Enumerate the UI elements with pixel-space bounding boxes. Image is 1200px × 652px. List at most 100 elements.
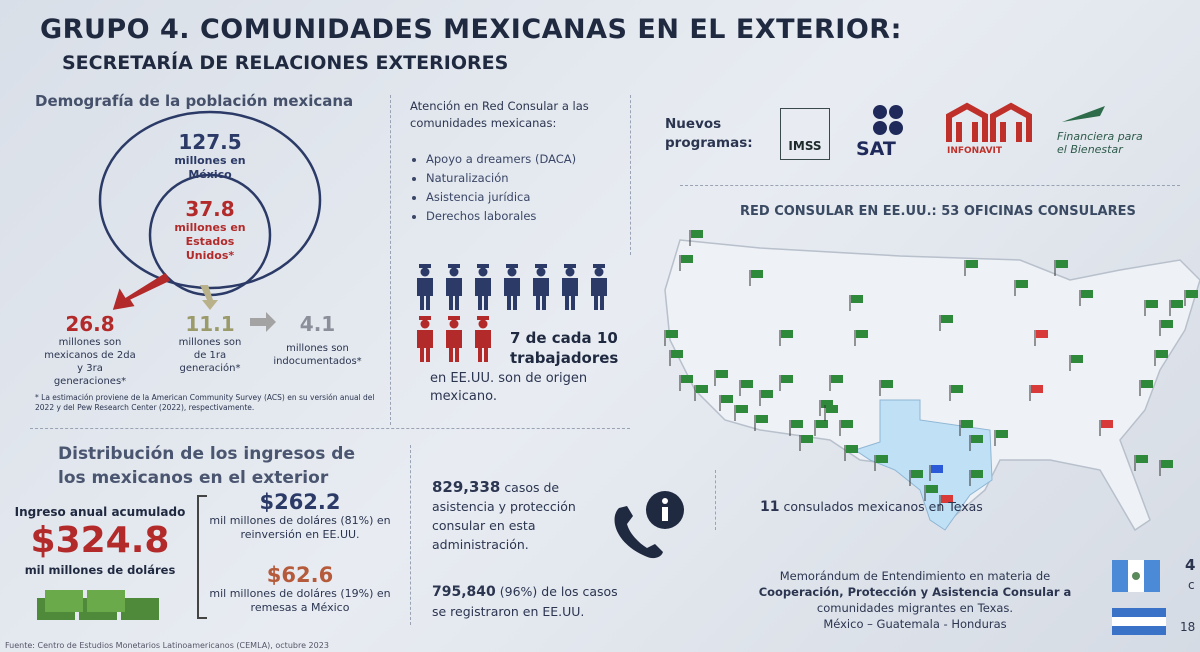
footnote: * La estimación proviene de la American …: [35, 393, 375, 412]
texas-info: 11 consulados mexicanos en Texas: [760, 498, 983, 516]
arrow: [200, 285, 218, 310]
consulate-flag: [721, 395, 733, 403]
logo-financiera: Financiera para el Bienestar: [1057, 130, 1143, 156]
item-value: $62.6: [266, 563, 334, 587]
worker-body: [562, 278, 578, 310]
consulate-flag: [826, 405, 838, 413]
consulate-flag: [966, 260, 978, 268]
source: Fuente: Centro de Estudios Monetarios La…: [5, 641, 329, 650]
worker-body: [533, 278, 549, 310]
demography-graphic: [98, 110, 322, 332]
worker-head: [449, 267, 459, 277]
worker-head: [594, 267, 604, 277]
worker-hat: [419, 316, 431, 320]
consulate-flag: [961, 420, 973, 428]
memo: Memorándum de Entendimiento en materia d…: [755, 568, 1075, 632]
consulate-flag: [876, 455, 888, 463]
worker-head: [420, 319, 430, 329]
consulate-flag: [716, 370, 728, 378]
us-label: millones en Estados Unidos*: [174, 221, 246, 262]
consulate-flag: [931, 465, 943, 473]
phone-icon: [614, 491, 684, 559]
consulate-flag: [1031, 385, 1043, 393]
worker-icons: [417, 264, 607, 362]
service-list: Apoyo a dreamers (DACA) Naturalización A…: [412, 150, 576, 226]
logo-infonavit: INFONAVIT: [947, 146, 1003, 156]
worker-hat: [477, 264, 489, 268]
item-value: 4.1: [299, 312, 336, 336]
worker-hat: [564, 264, 576, 268]
arrow: [250, 312, 276, 332]
worker-hat: [506, 264, 518, 268]
consulate-flag: [1101, 420, 1113, 428]
consulate-flag: [821, 400, 833, 408]
consulate-flag: [1141, 380, 1153, 388]
cases-value: 829,338: [432, 478, 501, 496]
consulate-flag: [1171, 300, 1183, 308]
service: Apoyo a dreamers (DACA): [426, 150, 576, 169]
consulate-flag: [1071, 355, 1083, 363]
logo-sat: SAT: [856, 138, 896, 160]
service: Derechos laborales: [426, 207, 576, 226]
worker-body: [504, 278, 520, 310]
worker-body: [417, 278, 433, 310]
item-label: mil millones de doláres (19%) en remesas…: [209, 587, 391, 614]
item-label: millones son mexicanos de 2da y 3ra gene…: [44, 337, 136, 387]
consulate-flag: [781, 330, 793, 338]
consulate-flag: [1146, 300, 1158, 308]
total-value: 127.5: [178, 130, 242, 154]
item-value: 26.8: [65, 312, 115, 336]
annual-value: $324.8: [30, 520, 170, 561]
workers-stat: 7 de cada 10 trabajadores: [510, 329, 619, 367]
separator: [390, 95, 391, 425]
edge-text: c: [1188, 578, 1195, 592]
separator: [410, 445, 411, 625]
total-label: millones en México: [174, 154, 246, 181]
separator: [715, 470, 716, 530]
arrow: [112, 272, 171, 310]
financiera-icon: [1062, 106, 1105, 122]
logo-imss: IMSS: [780, 108, 830, 160]
worker-body: [475, 278, 491, 310]
consulate-flag: [816, 420, 828, 428]
consulate-flag: [851, 295, 863, 303]
annual-unit: mil millones de doláres: [24, 563, 176, 577]
worker-head: [420, 267, 430, 277]
item-value: $262.2: [259, 490, 341, 514]
service: Naturalización: [426, 169, 576, 188]
consulate-flag: [1161, 320, 1173, 328]
worker-body: [446, 278, 462, 310]
cases-block: 795,840 (96%) de los casos se registraro…: [432, 582, 632, 622]
edge-text: 18: [1180, 620, 1196, 634]
cases-value: 795,840: [432, 584, 496, 600]
consulate-flag: [741, 380, 753, 388]
texas-label: consulados mexicanos en Texas: [783, 499, 983, 514]
consulate-flag: [841, 420, 853, 428]
item-label: mil millones de doláres (81%) en reinver…: [209, 514, 391, 541]
section-title: Demografía de la población mexicana: [35, 92, 354, 110]
consulate-flag: [1056, 260, 1068, 268]
workers-text: en EE.UU. son de origen mexicano.: [430, 371, 588, 404]
consulate-flag: [691, 230, 703, 238]
infonavit-icon: [946, 102, 1032, 142]
consulate-flag: [1016, 280, 1028, 288]
worker-head: [565, 267, 575, 277]
worker-hat: [477, 316, 489, 320]
consulate-flag: [696, 385, 708, 393]
cases-block: 829,338 casos de asistencia y protección…: [432, 478, 602, 554]
worker-body: [475, 330, 491, 362]
consulate-flag: [1186, 290, 1198, 298]
consulate-flag: [781, 375, 793, 383]
flags: [1112, 560, 1166, 635]
worker-hat: [593, 264, 605, 268]
cases-text: casos de asistencia y protección consula…: [432, 480, 576, 552]
worker-body: [446, 330, 462, 362]
map-title: RED CONSULAR EN EE.UU.: 53 OFICINAS CONS…: [740, 204, 1136, 219]
consulate-flag: [1161, 460, 1173, 468]
consulate-flag: [971, 470, 983, 478]
consulate-flag: [671, 350, 683, 358]
edge-text: 4: [1185, 556, 1196, 574]
consulate-flag: [736, 405, 748, 413]
worker-hat: [448, 316, 460, 320]
